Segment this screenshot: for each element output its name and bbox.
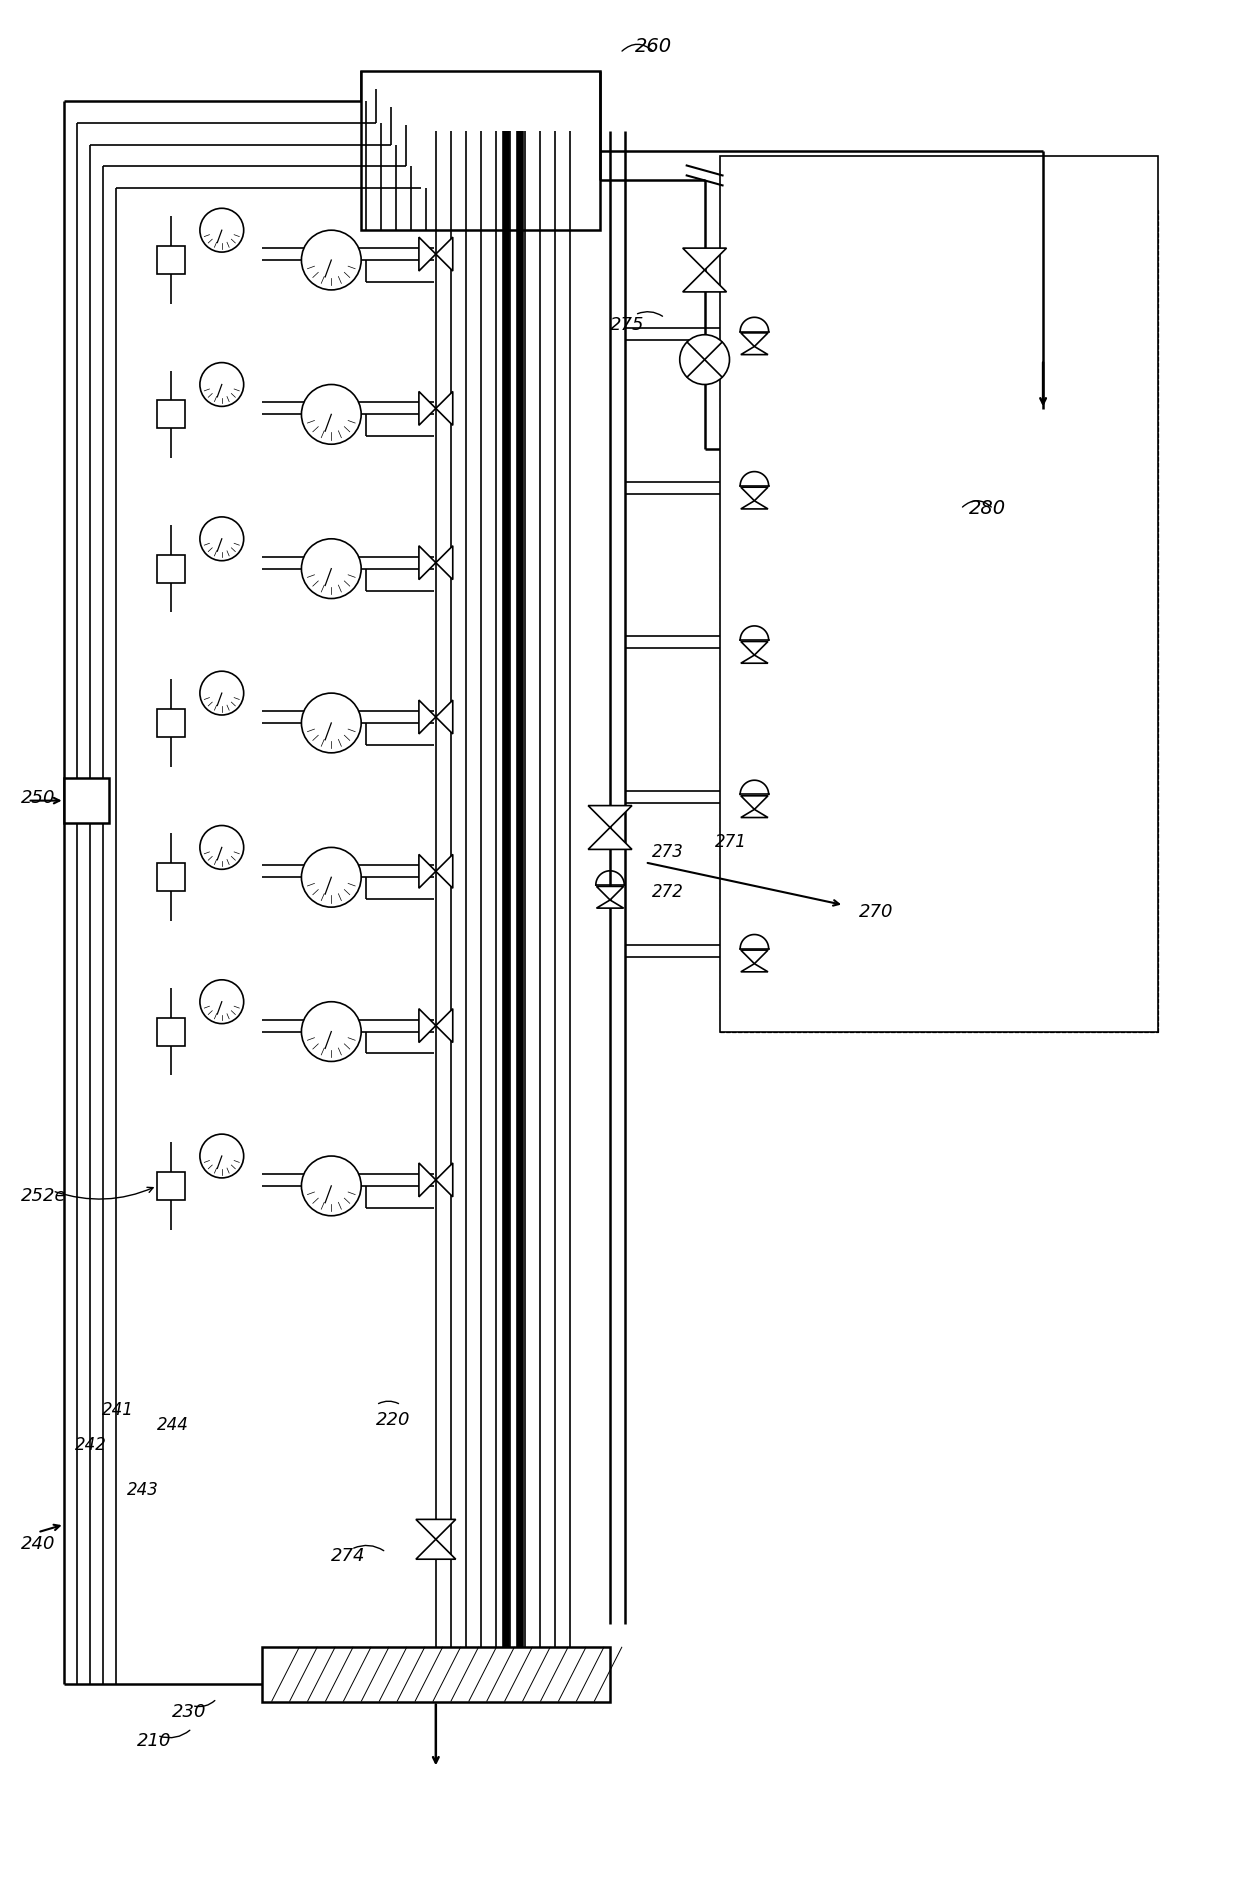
Polygon shape — [435, 546, 453, 580]
Polygon shape — [740, 488, 768, 501]
Polygon shape — [740, 809, 768, 818]
Bar — [949, 409, 1137, 559]
Circle shape — [200, 672, 244, 715]
Polygon shape — [435, 854, 453, 888]
Bar — [157, 246, 185, 274]
Bar — [719, 156, 1158, 1032]
Bar — [157, 1171, 185, 1199]
Bar — [262, 1646, 610, 1702]
Polygon shape — [419, 700, 435, 734]
Circle shape — [301, 385, 361, 445]
Circle shape — [200, 516, 244, 561]
Circle shape — [200, 980, 244, 1023]
Polygon shape — [588, 828, 632, 850]
Polygon shape — [740, 642, 768, 655]
Circle shape — [200, 208, 244, 252]
Polygon shape — [435, 700, 453, 734]
Polygon shape — [683, 270, 727, 293]
Polygon shape — [435, 1008, 453, 1042]
Polygon shape — [740, 655, 768, 663]
Polygon shape — [419, 854, 435, 888]
Circle shape — [301, 847, 361, 907]
Bar — [157, 400, 185, 428]
Polygon shape — [435, 237, 453, 270]
Polygon shape — [740, 501, 768, 509]
Text: 272: 272 — [652, 884, 683, 901]
Text: 275: 275 — [610, 315, 645, 334]
Circle shape — [301, 1156, 361, 1216]
Bar — [157, 710, 185, 738]
Text: 271: 271 — [714, 833, 746, 852]
Polygon shape — [435, 1164, 453, 1198]
Text: 242: 242 — [74, 1436, 107, 1453]
Circle shape — [200, 362, 244, 407]
Text: 252e: 252e — [21, 1186, 66, 1205]
Circle shape — [200, 826, 244, 869]
Polygon shape — [683, 248, 727, 270]
Circle shape — [301, 1002, 361, 1062]
Polygon shape — [435, 392, 453, 426]
Bar — [361, 71, 600, 231]
Text: 220: 220 — [376, 1412, 410, 1428]
Polygon shape — [415, 1518, 456, 1539]
Circle shape — [301, 539, 361, 599]
Text: 243: 243 — [128, 1481, 159, 1498]
Text: 230: 230 — [172, 1702, 207, 1721]
Circle shape — [680, 334, 729, 385]
Circle shape — [200, 1134, 244, 1179]
Polygon shape — [740, 963, 768, 972]
Polygon shape — [740, 347, 768, 355]
Text: 274: 274 — [331, 1547, 366, 1565]
Text: 240: 240 — [21, 1535, 56, 1554]
Bar — [157, 1017, 185, 1045]
Text: 241: 241 — [103, 1400, 134, 1419]
Text: 270: 270 — [859, 903, 894, 922]
Polygon shape — [588, 805, 632, 828]
Circle shape — [301, 231, 361, 289]
Polygon shape — [596, 899, 624, 908]
Polygon shape — [419, 1008, 435, 1042]
Text: 244: 244 — [157, 1415, 188, 1434]
Polygon shape — [740, 796, 768, 809]
Polygon shape — [740, 950, 768, 963]
Polygon shape — [419, 1164, 435, 1198]
Bar — [157, 863, 185, 892]
Bar — [157, 556, 185, 582]
Polygon shape — [419, 546, 435, 580]
Polygon shape — [415, 1539, 456, 1560]
Polygon shape — [419, 392, 435, 426]
Text: 250: 250 — [21, 788, 56, 807]
Polygon shape — [419, 237, 435, 270]
Polygon shape — [740, 332, 768, 347]
Bar — [64, 777, 109, 822]
Text: 273: 273 — [652, 843, 683, 862]
Text: 280: 280 — [968, 499, 1006, 518]
Text: 210: 210 — [138, 1732, 171, 1751]
Circle shape — [301, 693, 361, 753]
Polygon shape — [596, 886, 624, 899]
Text: 260: 260 — [635, 36, 672, 56]
